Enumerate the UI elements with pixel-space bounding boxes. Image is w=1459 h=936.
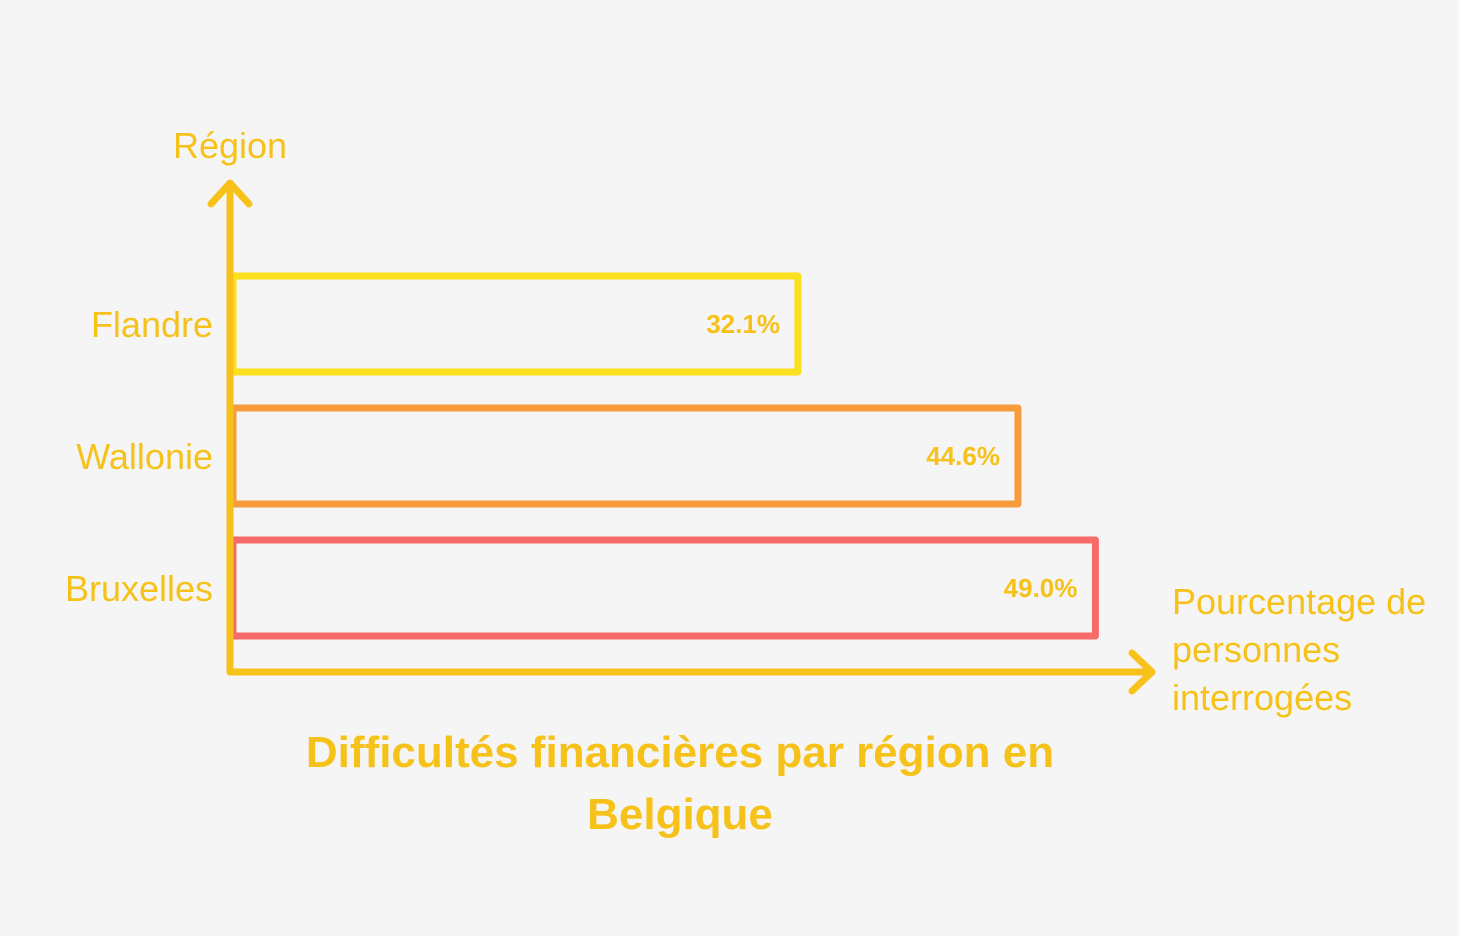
x-axis-title: Pourcentage de personnes interrogées bbox=[1172, 581, 1427, 718]
bar-wallonie bbox=[229, 404, 1022, 508]
axes bbox=[207, 179, 1156, 695]
labels-layer: 32.1% Flandre 44.6% Wallonie 49.0% Bruxelles bbox=[65, 304, 1077, 609]
y-axis-arrowhead bbox=[207, 179, 253, 208]
category-label-wallonie: Wallonie bbox=[76, 436, 213, 477]
value-label-wallonie: 44.6% bbox=[926, 441, 1000, 471]
value-label-bruxelles: 49.0% bbox=[1004, 573, 1078, 603]
bar-bruxelles bbox=[229, 536, 1099, 640]
bars-layer bbox=[229, 272, 1099, 640]
chart-title: Difficultés financières par région en Be… bbox=[305, 728, 1055, 839]
value-label-flandre: 32.1% bbox=[706, 309, 780, 339]
category-label-flandre: Flandre bbox=[91, 304, 213, 345]
x-axis-arrowhead bbox=[1128, 649, 1156, 695]
category-label-bruxelles: Bruxelles bbox=[65, 568, 213, 609]
y-axis-title: Région bbox=[173, 125, 287, 166]
